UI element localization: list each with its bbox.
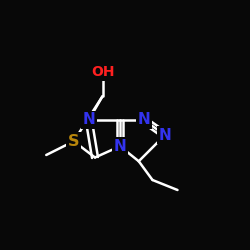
- Text: S: S: [68, 134, 80, 149]
- Text: N: N: [114, 139, 126, 154]
- Text: OH: OH: [91, 66, 114, 80]
- Text: N: N: [82, 112, 95, 128]
- Text: N: N: [138, 112, 150, 128]
- Text: N: N: [159, 128, 172, 142]
